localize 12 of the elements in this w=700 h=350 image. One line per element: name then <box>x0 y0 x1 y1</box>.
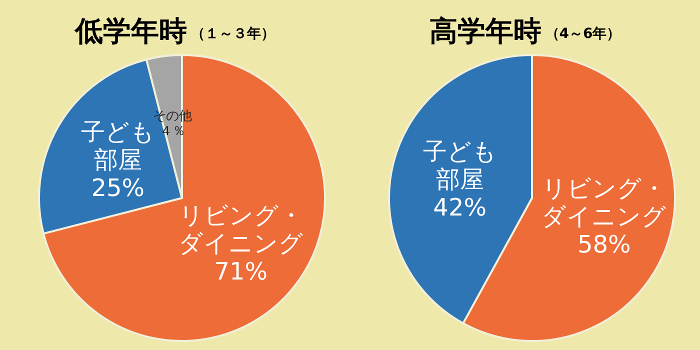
chart-title: 低学年時 <box>74 14 187 48</box>
data-label: 58% <box>577 230 631 259</box>
slice-label: 子ども部屋 <box>80 118 155 174</box>
slice-label: リビング・ダイニング <box>178 202 304 258</box>
data-label: 25% <box>91 174 145 202</box>
data-label: 42% <box>433 193 487 222</box>
chart-subtitle: （4～6年） <box>545 26 621 42</box>
chart-title: 高学年時 <box>429 14 542 48</box>
slice-label: リビング・ダイニング <box>542 174 667 231</box>
data-label: 71% <box>214 258 268 286</box>
chart-subtitle: （１～３年） <box>191 26 275 42</box>
slice-label: 子ども部屋 <box>422 137 497 194</box>
